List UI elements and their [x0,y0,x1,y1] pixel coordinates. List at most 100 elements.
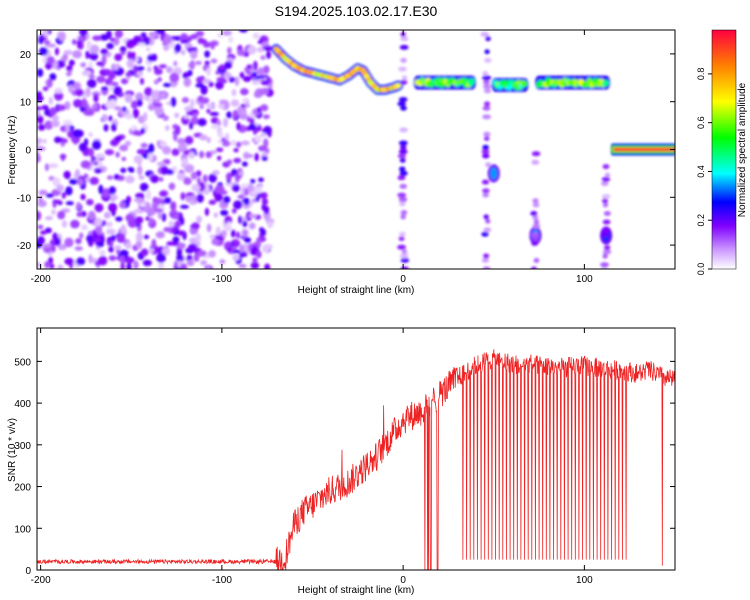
noise-blob [252,32,260,39]
streak-blob [483,214,489,220]
noise-blob [205,151,213,159]
noise-blob [120,167,127,174]
noise-blob [109,240,114,247]
noise-blob [125,213,135,222]
streak-blob [533,257,540,263]
noise-blob [226,247,232,252]
noise-blob [37,94,44,102]
band-core [603,80,610,87]
noise-blob [174,43,182,53]
snr-panel: -200 -100 0 100 0 100 200 300 400 500 Height of … [7,327,676,596]
noise-blob [183,177,192,185]
streak-blob [400,105,407,111]
noise-blob [140,32,147,39]
streak-blob [399,170,408,176]
noise-blob [248,213,258,219]
noise-blob [236,106,244,115]
noise-blob [168,182,176,191]
noise-blob [140,248,149,257]
noise-blob [200,84,208,95]
noise-blob [144,95,150,101]
noise-blob [63,49,73,55]
noise-blob [177,143,188,153]
noise-blob [153,208,164,213]
noise-blob [134,208,141,214]
noise-blob [147,54,156,62]
noise-blob [262,114,270,120]
noise-blob [151,238,157,249]
noise-blob [210,150,217,155]
noise-blob [57,210,66,220]
noise-blob [138,175,145,180]
y-tick-label: 100 [14,524,31,535]
noise-blob [43,40,51,45]
noise-blob [209,234,216,239]
ridge-core [395,83,402,89]
noise-blob [214,192,223,202]
noise-blob [37,36,44,45]
streak-blob [533,219,540,225]
streak-blob [602,249,612,255]
noise-blob [259,88,269,95]
noise-blob [163,197,172,204]
noise-blob [69,178,78,185]
noise-blob [60,153,65,162]
noise-blob [258,177,264,183]
snr-y-ticks: 0 100 200 300 400 500 [14,357,675,577]
noise-blob [219,79,228,84]
noise-blob [206,103,215,108]
noise-blob [78,232,84,239]
noise-blob [135,239,143,250]
noise-blob [75,257,86,266]
streak-blob [400,257,410,263]
noise-blob [258,192,268,199]
noise-blob [50,120,60,128]
noise-blob [191,222,200,230]
noise-blob [49,107,58,116]
streak-blob [401,75,408,81]
noise-blob [37,146,46,151]
noise-blob [37,124,46,131]
noise-blob [157,77,162,82]
noise-blob [156,252,166,263]
noise-blob [162,145,172,155]
noise-blob [149,217,155,226]
colorbar-ticks: 0.0 0.2 0.4 0.6 0.8 [696,68,712,275]
noise-blob [38,189,48,196]
noise-blob [136,165,143,176]
noise-blob [110,139,119,147]
noise-blob [125,175,135,184]
streak-blob [532,202,540,208]
noise-blob [217,103,225,109]
noise-blob [125,71,132,78]
noise-blob [72,129,83,138]
noise-blob [195,60,202,65]
streak-blob [482,105,491,111]
noise-blob [95,153,106,159]
noise-blob [65,186,73,196]
noise-blob [250,261,260,269]
noise-blob [228,76,236,83]
noise-blob [148,247,155,254]
noise-blob [124,113,134,120]
streak-blob [601,228,610,234]
streak-blob [398,236,405,242]
streak-blob [482,114,492,120]
noise-blob [256,74,266,80]
noise-blob [52,177,61,187]
streak-blob [484,136,490,142]
streak-blob [481,149,490,155]
noise-blob [44,120,54,130]
noise-blob [214,184,225,194]
noise-blob [95,225,103,234]
noise-blob [251,79,261,85]
noise-blob [68,59,75,66]
noise-blob [114,30,124,39]
noise-blob [104,149,115,156]
streak-blob [482,70,489,76]
noise-blob [251,198,257,203]
line-outline [611,145,675,154]
noise-blob [57,264,64,269]
noise-blob [43,30,49,38]
noise-blob [231,184,241,192]
